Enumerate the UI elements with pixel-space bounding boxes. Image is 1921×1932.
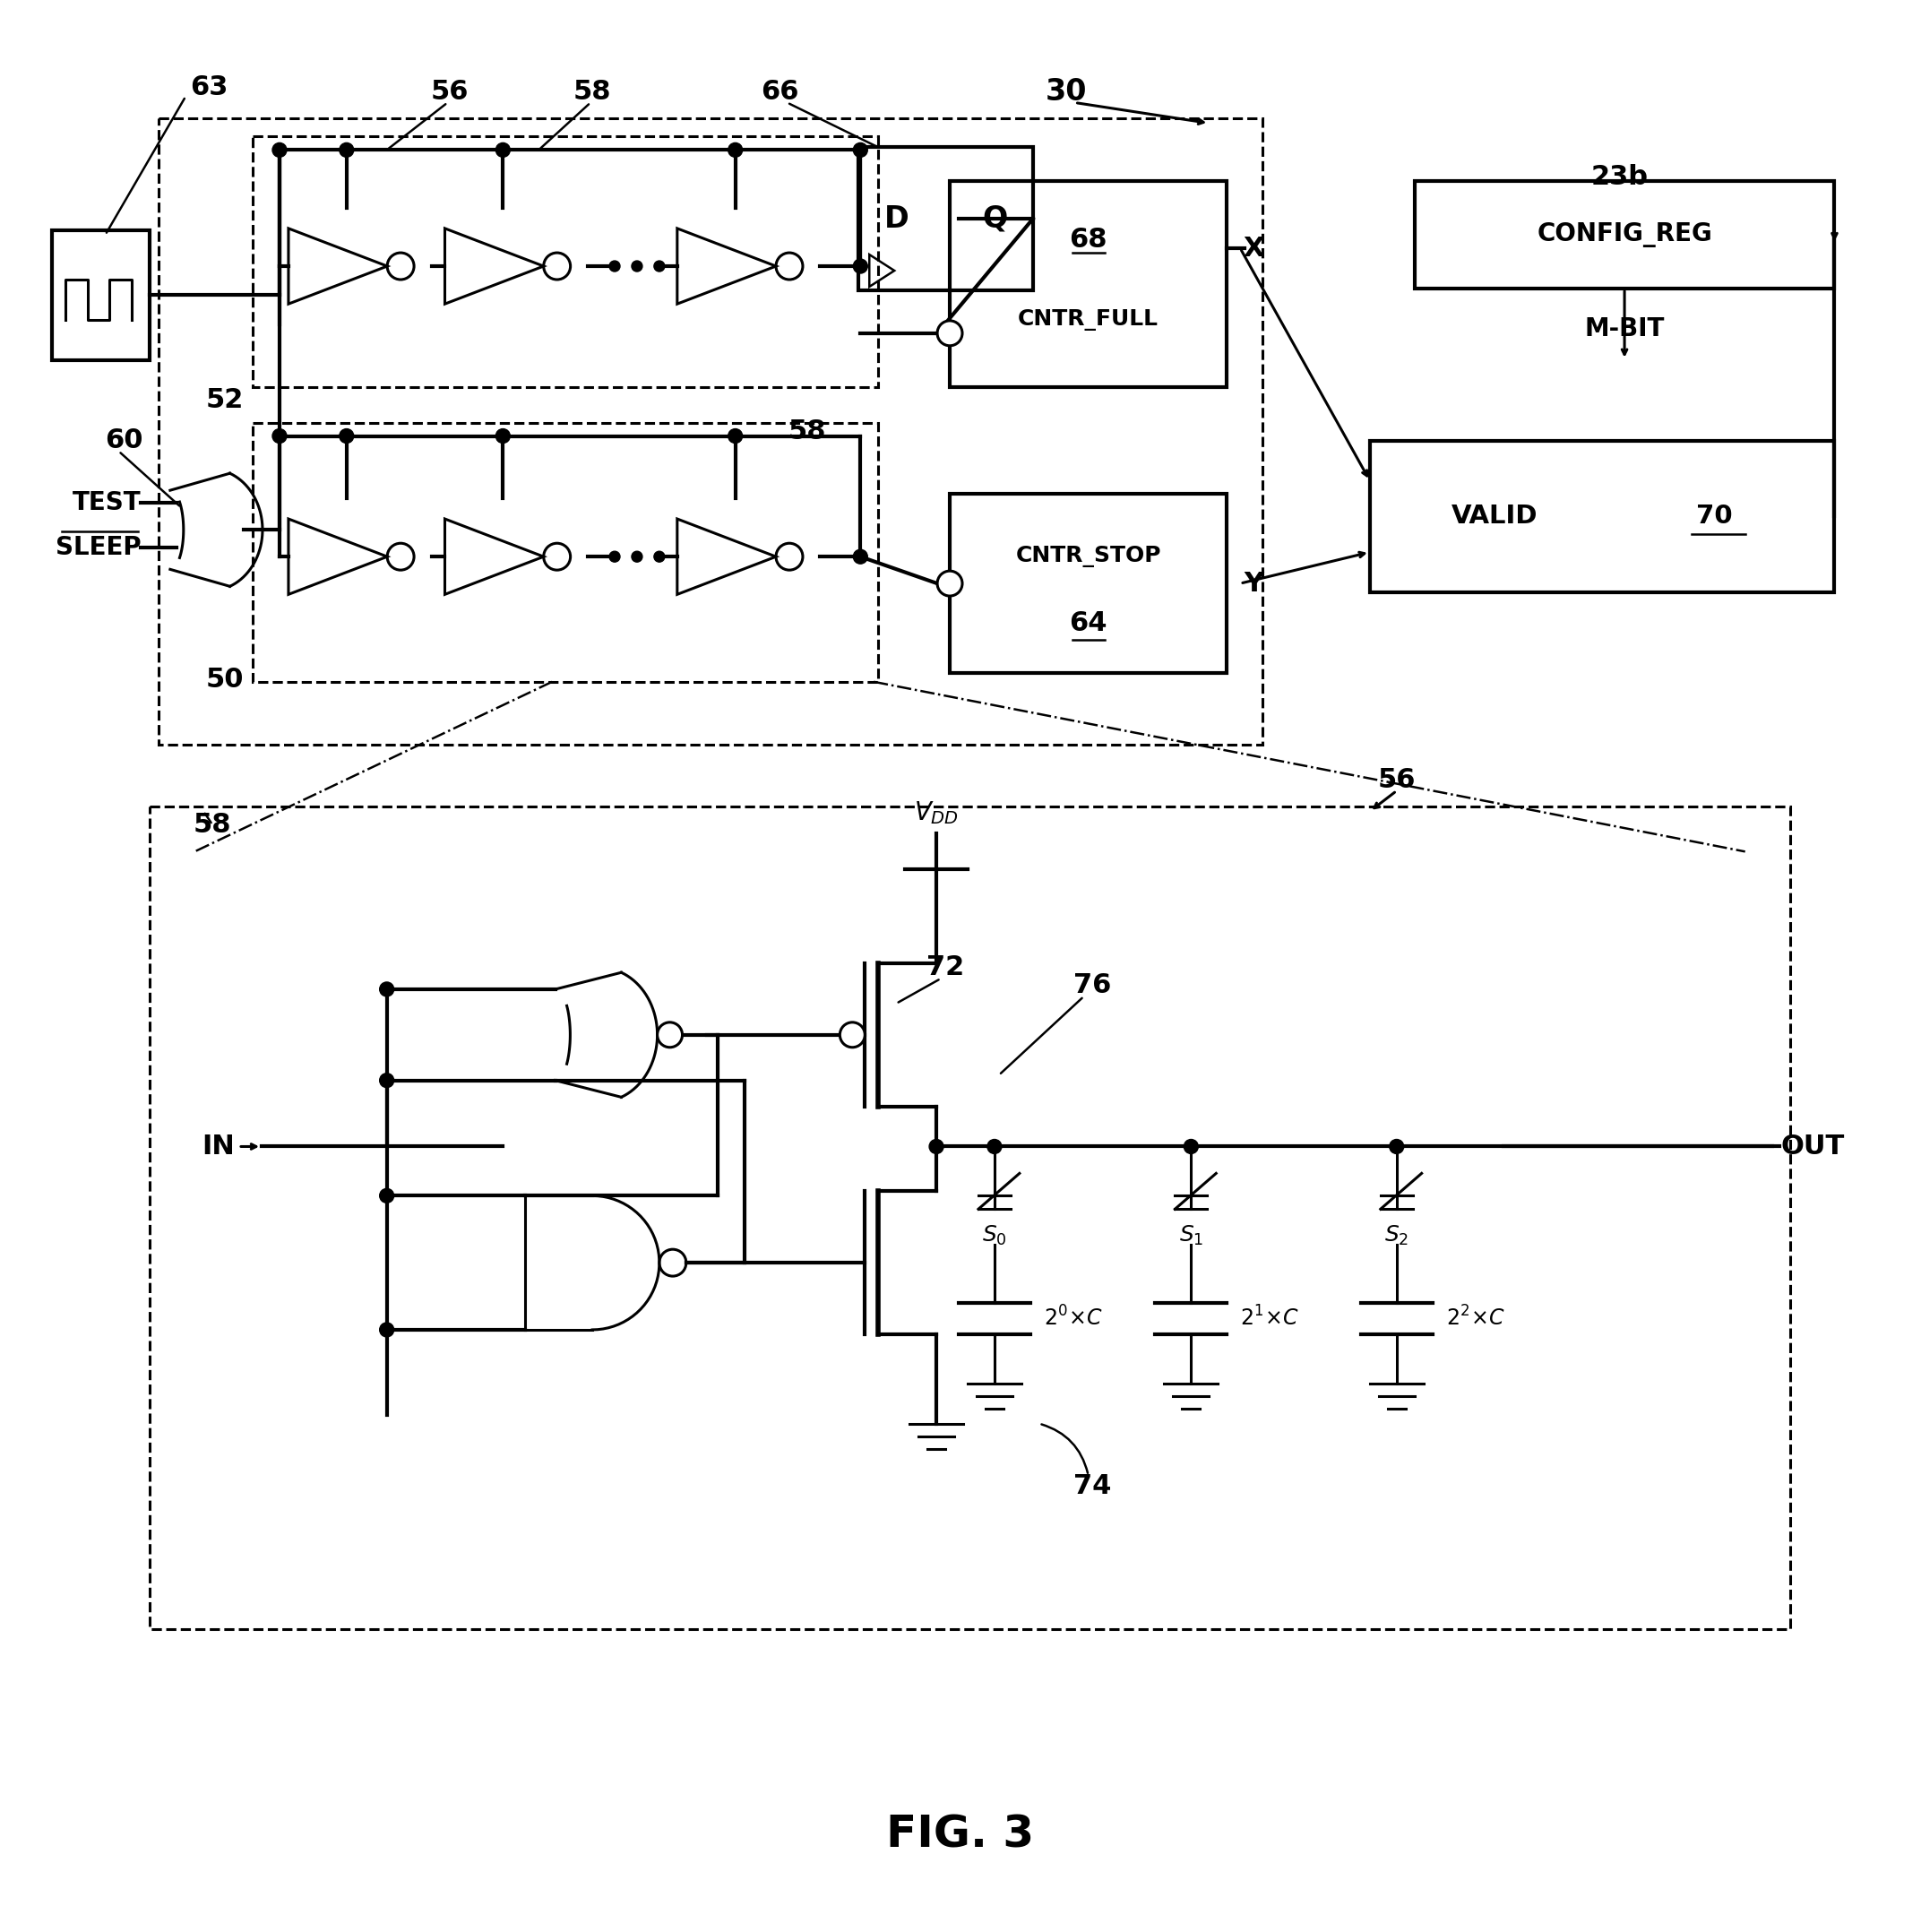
Bar <box>52 230 150 359</box>
Bar <box>150 808 1790 1629</box>
Circle shape <box>380 1074 394 1088</box>
Circle shape <box>380 1323 394 1337</box>
Text: 58: 58 <box>572 79 611 104</box>
Bar <box>1370 440 1835 593</box>
Bar <box>254 137 878 386</box>
Circle shape <box>937 321 962 346</box>
Text: TEST: TEST <box>73 491 140 516</box>
Text: 56: 56 <box>430 79 469 104</box>
Text: $S_2$: $S_2$ <box>1385 1225 1408 1248</box>
Text: 64: 64 <box>1070 611 1106 638</box>
Text: 30: 30 <box>1045 77 1087 106</box>
Text: 58: 58 <box>788 419 826 444</box>
Circle shape <box>937 572 962 595</box>
Text: 60: 60 <box>106 427 144 454</box>
Text: $S_1$: $S_1$ <box>1179 1225 1203 1248</box>
Circle shape <box>496 143 511 156</box>
Circle shape <box>1389 1140 1404 1153</box>
Text: 74: 74 <box>1074 1474 1112 1499</box>
Text: IN: IN <box>202 1134 234 1159</box>
Text: SLEEP: SLEEP <box>56 535 140 560</box>
Circle shape <box>609 551 620 562</box>
Bar <box>949 495 1228 672</box>
Circle shape <box>340 143 353 156</box>
Text: FIG. 3: FIG. 3 <box>886 1814 1035 1857</box>
Text: 76: 76 <box>1074 972 1112 999</box>
Circle shape <box>987 1140 1001 1153</box>
Circle shape <box>273 143 286 156</box>
Text: 72: 72 <box>926 954 964 981</box>
Text: $2^1\!\times\!C$: $2^1\!\times\!C$ <box>1241 1306 1301 1331</box>
Circle shape <box>839 1022 864 1047</box>
Circle shape <box>853 549 868 564</box>
Circle shape <box>632 261 642 272</box>
Text: CNTR_STOP: CNTR_STOP <box>1016 547 1160 568</box>
Bar <box>859 147 1033 290</box>
Text: Q: Q <box>982 205 1007 234</box>
Text: $V_{DD}$: $V_{DD}$ <box>914 800 959 827</box>
Circle shape <box>380 981 394 997</box>
Bar <box>949 182 1228 386</box>
Text: 58: 58 <box>194 811 232 838</box>
Text: VALID: VALID <box>1452 504 1539 529</box>
Text: OUT: OUT <box>1781 1134 1844 1159</box>
Text: 68: 68 <box>1070 226 1106 253</box>
Bar <box>254 423 878 682</box>
Circle shape <box>728 429 742 442</box>
Text: $2^2\!\times\!C$: $2^2\!\times\!C$ <box>1447 1306 1506 1331</box>
Text: CONFIG_REG: CONFIG_REG <box>1537 222 1712 247</box>
Text: M-BIT: M-BIT <box>1585 317 1664 342</box>
Text: Y: Y <box>1243 570 1264 597</box>
Circle shape <box>380 1188 394 1204</box>
Circle shape <box>340 429 353 442</box>
Circle shape <box>1183 1140 1199 1153</box>
Circle shape <box>853 259 868 272</box>
Circle shape <box>657 1022 682 1047</box>
Circle shape <box>632 551 642 562</box>
Circle shape <box>930 1140 943 1153</box>
Text: 52: 52 <box>206 386 244 413</box>
Text: D: D <box>884 205 909 234</box>
Bar <box>159 118 1262 744</box>
Text: $2^0\!\times\!C$: $2^0\!\times\!C$ <box>1043 1306 1103 1331</box>
Circle shape <box>653 261 665 272</box>
Text: $S_0$: $S_0$ <box>982 1225 1007 1248</box>
Text: 23b: 23b <box>1591 164 1648 189</box>
Text: 70: 70 <box>1696 504 1733 529</box>
Circle shape <box>496 429 511 442</box>
Circle shape <box>853 143 868 156</box>
Text: 56: 56 <box>1377 767 1416 794</box>
Text: 63: 63 <box>190 75 229 100</box>
Bar <box>1414 182 1835 288</box>
Circle shape <box>653 551 665 562</box>
Circle shape <box>609 261 620 272</box>
Circle shape <box>728 143 742 156</box>
Text: CNTR_FULL: CNTR_FULL <box>1018 309 1158 330</box>
Text: 66: 66 <box>761 79 799 104</box>
Text: X: X <box>1243 236 1264 261</box>
Circle shape <box>273 429 286 442</box>
Text: 50: 50 <box>206 667 244 694</box>
